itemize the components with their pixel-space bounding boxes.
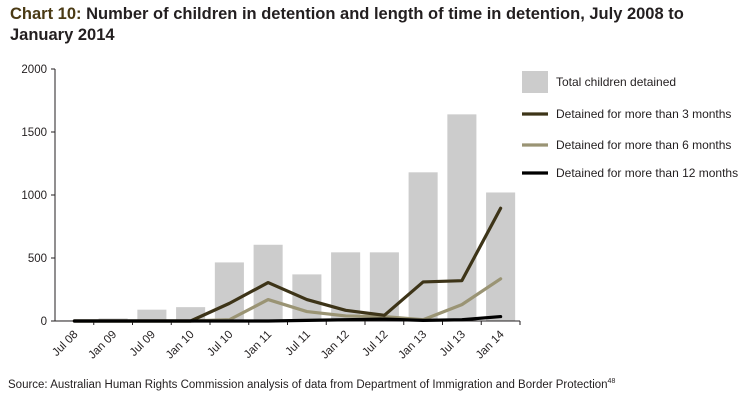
- x-tick-label: Jul 11: [283, 329, 313, 359]
- legend: Total children detained Detained for more…: [522, 71, 738, 180]
- x-tick-label: Jan 14: [474, 328, 507, 361]
- x-tick-label: Jan 12: [319, 329, 352, 362]
- x-tick-label: Jan 09: [86, 329, 119, 362]
- x-tick-label: Jul 12: [360, 329, 390, 359]
- chart-title: Chart 10: Number of children in detentio…: [10, 4, 745, 46]
- x-tick-label: Jan 13: [396, 329, 429, 362]
- source-note: Source: Australian Human Rights Commissi…: [8, 378, 615, 391]
- x-tick-label: Jul 13: [438, 329, 468, 359]
- x-tick-label: Jan 11: [242, 329, 274, 361]
- bar-jan-10: [176, 307, 206, 321]
- series-line-detained-for-more-than-12-months: [72, 314, 503, 323]
- y-tick-label: 0: [41, 316, 47, 328]
- y-tick-label: 1000: [21, 190, 47, 202]
- bar-jul-12: [369, 252, 399, 321]
- y-tick-label: 500: [28, 253, 47, 265]
- y-tick-label: 1500: [21, 127, 47, 139]
- legend-label: Detained for more than 3 months: [556, 107, 731, 121]
- chart-number: Chart 10:: [10, 5, 82, 23]
- footnote-reference: 48: [607, 378, 616, 385]
- x-tick-label: Jul 09: [128, 329, 158, 359]
- bar-jan-13: [408, 172, 438, 321]
- bar-jul-10: [214, 262, 244, 321]
- x-tick-label: Jul 08: [50, 329, 80, 359]
- bar-jan-14: [486, 192, 516, 321]
- legend-label: Total children detained: [556, 75, 676, 89]
- legend-label: Detained for more than 12 months: [556, 166, 738, 180]
- x-tick-label: Jan 10: [164, 329, 197, 362]
- bar-jul-13: [447, 114, 477, 321]
- chart-title-text: Number of children in detention and leng…: [10, 5, 684, 44]
- legend-swatch: [522, 71, 548, 93]
- legend-label: Detained for more than 6 months: [556, 138, 731, 152]
- bars-layer: [59, 114, 516, 321]
- y-tick-label: 2000: [21, 64, 47, 76]
- source-text: Source: Australian Human Rights Commissi…: [8, 378, 608, 391]
- lines-layer: [72, 206, 503, 323]
- bar-jul-09: [137, 309, 167, 321]
- x-tick-label: Jul 10: [205, 329, 235, 359]
